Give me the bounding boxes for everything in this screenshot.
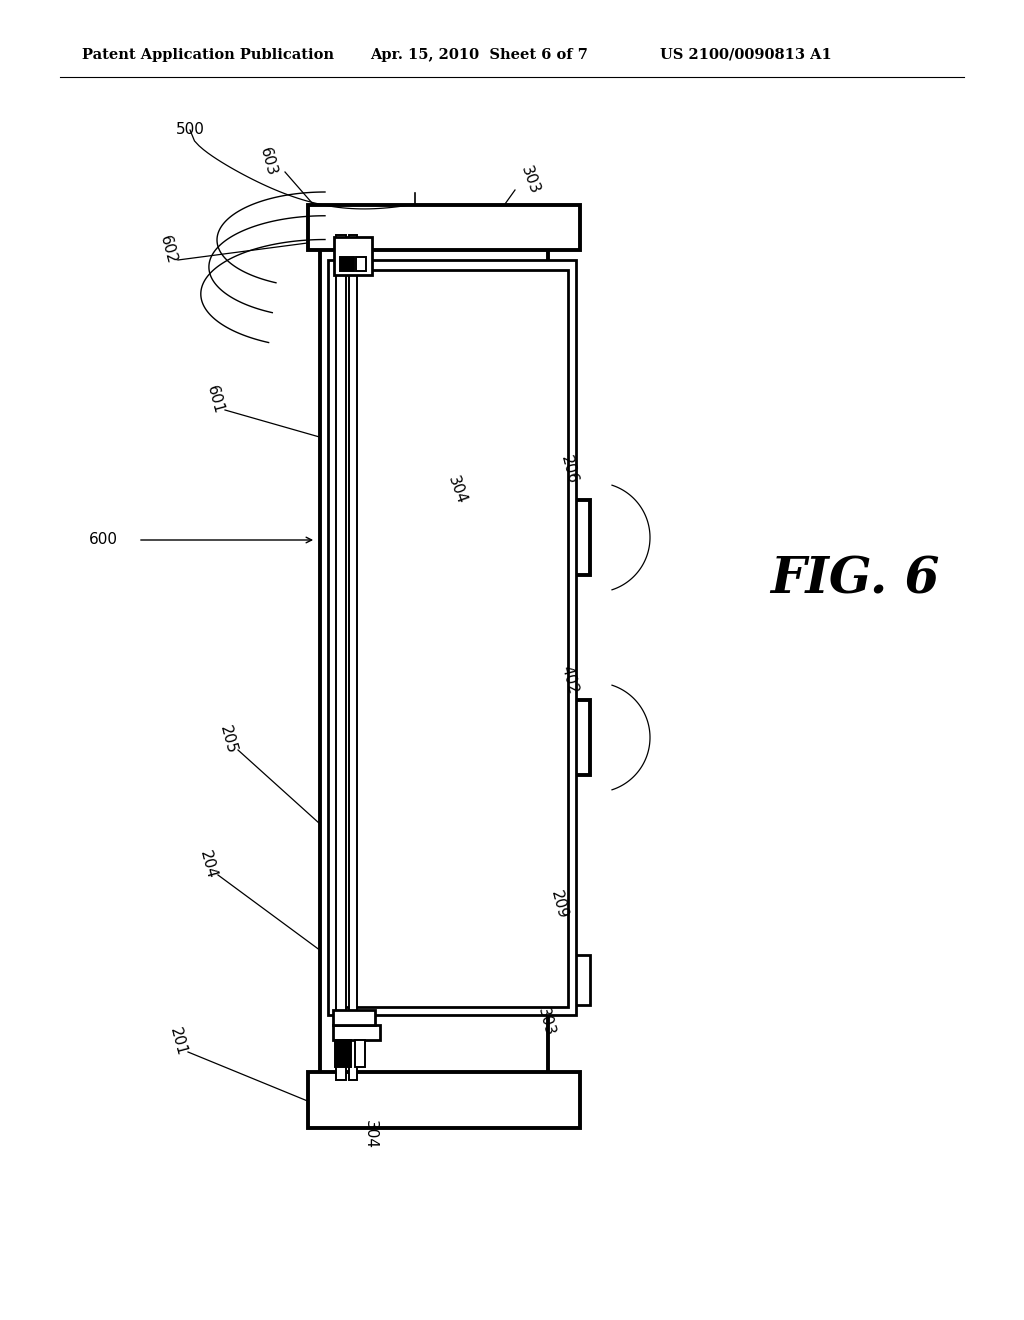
Bar — [543, 700, 590, 775]
Text: 601: 601 — [204, 384, 226, 416]
Text: 303: 303 — [518, 164, 542, 197]
Bar — [333, 1010, 375, 1026]
Text: 201: 201 — [167, 1026, 189, 1057]
Bar — [543, 500, 590, 576]
Text: 602: 602 — [157, 234, 179, 265]
Bar — [308, 1072, 580, 1129]
Text: 304: 304 — [362, 1121, 378, 1150]
Text: 402: 402 — [558, 664, 580, 696]
Text: US 2100/0090813 A1: US 2100/0090813 A1 — [660, 48, 831, 62]
Text: 205: 205 — [217, 725, 239, 756]
Bar — [335, 1040, 351, 1067]
Bar — [543, 954, 590, 1005]
Bar — [334, 238, 372, 275]
Bar — [340, 257, 354, 271]
Text: 500: 500 — [175, 123, 205, 137]
Text: Apr. 15, 2010  Sheet 6 of 7: Apr. 15, 2010 Sheet 6 of 7 — [370, 48, 588, 62]
Bar — [333, 1026, 380, 1040]
Text: Patent Application Publication: Patent Application Publication — [82, 48, 334, 62]
Text: 206: 206 — [558, 454, 580, 486]
Bar — [336, 235, 346, 1080]
Text: 303: 303 — [535, 1006, 557, 1038]
Text: 209: 209 — [548, 890, 570, 921]
Text: 204: 204 — [197, 849, 219, 880]
Text: FIG. 6: FIG. 6 — [770, 556, 939, 605]
Bar — [308, 205, 580, 249]
Text: 304: 304 — [445, 474, 469, 506]
Text: 600: 600 — [89, 532, 118, 548]
Text: 603: 603 — [257, 147, 279, 178]
Bar — [328, 260, 575, 1015]
Bar — [349, 235, 357, 1080]
Bar — [340, 271, 568, 1007]
Bar — [355, 1040, 365, 1067]
Bar — [356, 257, 366, 271]
Bar — [319, 246, 548, 1074]
